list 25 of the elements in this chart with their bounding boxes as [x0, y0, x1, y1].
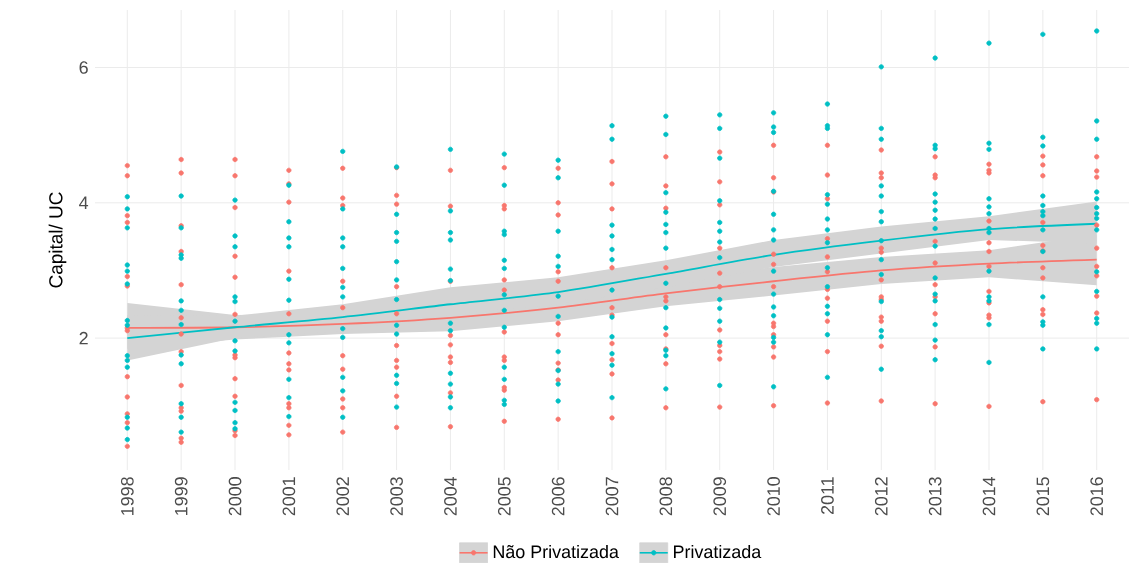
- x-tick-label: 2011: [821, 477, 834, 515]
- legend-label: Não Privatizada: [493, 544, 619, 559]
- x-tick-label: 1999: [174, 477, 188, 515]
- x-tick-label: 2006: [551, 477, 565, 516]
- x-tick-label: 2010: [767, 477, 780, 516]
- legend-label: Privatizada: [673, 544, 762, 559]
- x-tick-label: 2008: [659, 477, 673, 516]
- x-tick-label: 2002: [336, 477, 350, 516]
- x-tick-label: 2005: [497, 477, 511, 516]
- x-tick-label: 2015: [1036, 477, 1050, 516]
- x-tick-label: 2013: [928, 477, 942, 516]
- x-tick-label: 2014: [982, 476, 996, 516]
- x-tick-label: 2007: [605, 477, 619, 516]
- y-tick-label: 2: [79, 331, 88, 345]
- x-tick-label: 2009: [713, 477, 727, 516]
- x-tick-label: 1998: [120, 477, 134, 515]
- x-tick-label: 2016: [1090, 477, 1104, 516]
- y-axis-title: Capital/ UC: [48, 192, 67, 288]
- x-tick-label: 2012: [874, 477, 888, 516]
- x-tick-label: 2000: [228, 477, 242, 516]
- x-tick-label: 2003: [390, 477, 403, 516]
- x-tick-label: 2001: [282, 477, 296, 516]
- x-tick-label: 2004: [444, 476, 457, 516]
- y-tick-label: 4: [79, 196, 89, 209]
- y-tick-label: 6: [79, 61, 88, 74]
